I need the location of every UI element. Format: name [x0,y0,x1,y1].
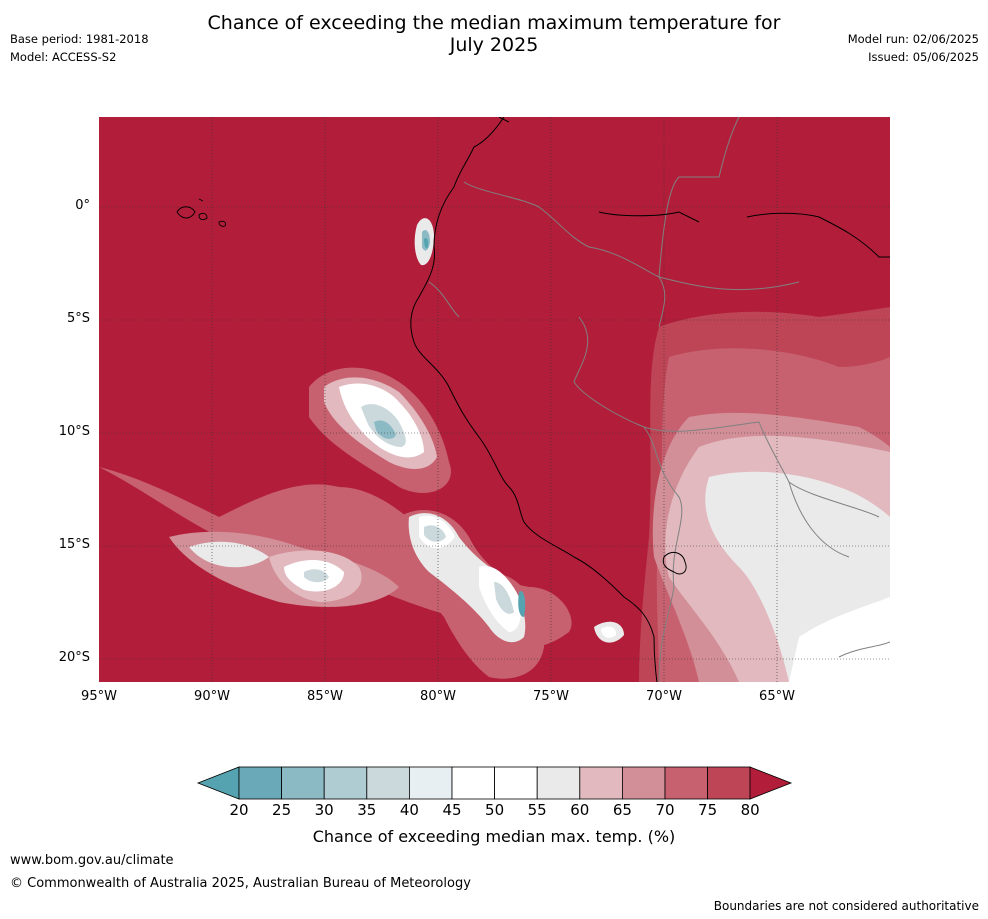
colorbar-bin [579,766,623,800]
metadata-left: Base period: 1981-2018 Model: ACCESS-S2 [10,30,149,66]
colorbar-over-arrow [749,766,793,800]
country-borders [428,117,890,682]
graticule [99,117,890,682]
copyright-text: © Commonwealth of Australia 2025, Austra… [10,876,471,891]
colorbar-bin [494,766,538,800]
colorbar-bins [238,766,751,800]
colorbar-tick-label: 25 [272,801,292,819]
source-url: www.bom.gov.au/climate [10,853,174,868]
contour-40-south [424,525,514,614]
colorbar-bin [281,766,325,800]
contour-50-southeast [601,626,617,638]
contour-20-south [518,591,526,617]
contour-40-pacific-mid [304,569,329,583]
colorbar-graphic [196,766,793,800]
map-title: Chance of exceeding the median maximum t… [0,12,988,56]
colorbar-tick-label: 30 [314,801,334,819]
lat-label-10s: 10°S [58,424,90,439]
galapagos-islands [176,198,226,227]
colorbar-tick-label: 50 [485,801,505,819]
contour-30-central [374,420,396,439]
colorbar-tick-label: 45 [442,801,462,819]
lat-label-20s: 20°S [58,650,90,665]
title-line-2: July 2025 [449,34,539,56]
colorbar-bin [621,766,666,800]
contour-20-north [424,238,429,249]
colorbar-bin [451,766,495,800]
colorbar-bin [323,766,368,800]
colorbar-tick-label: 35 [357,801,377,819]
lon-label-80w: 80°W [420,689,456,704]
colorbar-tick-label: 65 [612,801,632,819]
colorbar-tick-label: 20 [229,801,249,819]
colorbar-tick-label: 70 [655,801,675,819]
map-panel [99,117,890,682]
colorbar [196,766,794,800]
contour-50-south [419,515,521,632]
base-period-text: Base period: 1981-2018 [10,32,149,46]
colorbar-under-arrow [196,766,240,800]
metadata-right: Model run: 02/06/2025 Issued: 05/06/2025 [848,30,979,66]
contour-50-east [789,597,890,682]
colorbar-bin [408,766,453,800]
colorbar-tick-label: 55 [527,801,547,819]
colorbar-tick-label: 75 [698,801,718,819]
lake-titicaca [662,551,687,575]
disclaimer-text: Boundaries are not considered authoritat… [713,899,979,913]
coastline [410,117,890,682]
lon-label-90w: 90°W [194,689,230,704]
colorbar-tick-label: 40 [399,801,419,819]
lat-label-5s: 5°S [66,311,90,326]
probability-map [99,117,890,682]
lon-label-70w: 70°W [646,689,682,704]
colorbar-bin [707,766,751,800]
colorbar-tick-label: 60 [570,801,590,819]
lon-label-65w: 65°W [759,689,795,704]
contour-55-pacific [189,541,269,568]
lon-label-95w: 95°W [81,689,117,704]
pacific-patches [99,218,624,679]
colorbar-bin [238,766,282,800]
lat-label-0: 0° [75,198,90,213]
issued-text: Issued: 05/06/2025 [868,50,979,64]
colorbar-bin [536,766,581,800]
colorbar-label: Chance of exceeding median max. temp. (%… [312,827,676,846]
model-text: Model: ACCESS-S2 [10,50,117,64]
colorbar-bin [664,766,708,800]
colorbar-bin [366,766,410,800]
title-line-1: Chance of exceeding the median maximum t… [207,12,781,34]
colorbar-tick-label: 80 [740,801,760,819]
lat-label-15s: 15°S [58,537,90,552]
model-run-text: Model run: 02/06/2025 [847,32,979,46]
lon-label-75w: 75°W [533,689,569,704]
lon-label-85w: 85°W [307,689,343,704]
